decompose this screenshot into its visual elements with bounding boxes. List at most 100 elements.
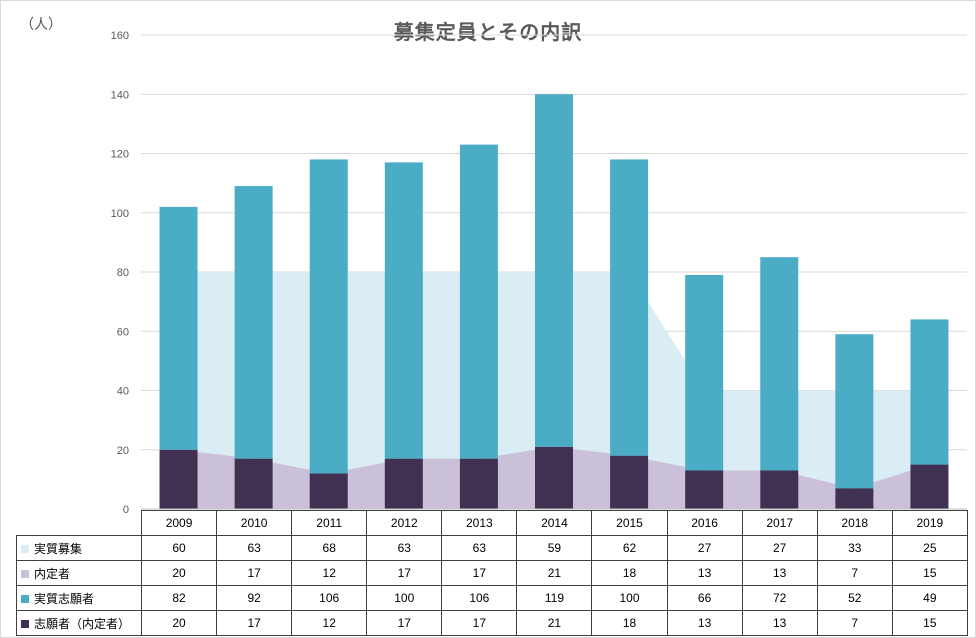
data-label: 20 xyxy=(140,560,218,586)
data-label: 27 xyxy=(666,535,743,561)
legend-label: 内定者 xyxy=(34,566,71,581)
bar-jisshitsu-shiganshya xyxy=(309,159,348,474)
y-tick-label: 160 xyxy=(111,30,129,42)
bar-shiganshya-naiteisha xyxy=(835,488,874,509)
bar-jisshitsu-shiganshya xyxy=(234,186,273,459)
y-tick-label: 60 xyxy=(117,326,129,338)
y-tick-label: 20 xyxy=(117,445,129,457)
y-tick-label: 0 xyxy=(123,504,129,516)
table-row: 志願者（内定者） 20 17 12 17 17 21 18 13 13 7 15 xyxy=(16,610,968,636)
data-label: 27 xyxy=(741,535,818,561)
data-label: 100 xyxy=(591,585,668,611)
x-tick-label: 2012 xyxy=(366,510,443,536)
x-tick-label: 2014 xyxy=(516,510,593,536)
data-label: 49 xyxy=(891,585,968,611)
data-label: 18 xyxy=(591,610,668,636)
data-label: 21 xyxy=(516,560,593,586)
legend-entry: 内定者 xyxy=(16,560,142,586)
legend-label: 志願者（内定者） xyxy=(34,616,131,631)
data-label: 20 xyxy=(140,610,218,636)
data-label: 100 xyxy=(366,585,443,611)
bar-shiganshya-naiteisha xyxy=(610,455,649,509)
data-table: 2009 2010 2011 2012 2013 2014 2015 2016 2017 2018… xyxy=(16,510,968,636)
bar-shiganshya-naiteisha xyxy=(685,470,724,509)
data-label: 17 xyxy=(441,610,518,636)
chart-title: 募集定員とその内訳 xyxy=(393,20,583,44)
bar-jisshitsu-shiganshya xyxy=(159,206,198,450)
data-label: 60 xyxy=(140,535,218,561)
x-tick-label: 2010 xyxy=(216,510,293,536)
legend-key xyxy=(21,594,29,603)
data-label: 13 xyxy=(666,560,743,586)
x-tick-label: 2019 xyxy=(891,510,968,536)
data-label: 82 xyxy=(140,585,218,611)
bar-shiganshya-naiteisha xyxy=(760,470,799,509)
data-label: 17 xyxy=(366,610,443,636)
bar-shiganshya-naiteisha xyxy=(910,464,949,509)
data-label: 13 xyxy=(741,610,818,636)
x-tick-label: 2016 xyxy=(666,510,743,536)
bar-jisshitsu-shiganshya xyxy=(760,257,799,471)
data-label: 68 xyxy=(291,535,368,561)
data-label: 33 xyxy=(816,535,893,561)
bar-shiganshya-naiteisha xyxy=(459,458,498,509)
legend-label: 実質募集 xyxy=(34,541,83,556)
bar-shiganshya-naiteisha xyxy=(234,458,273,509)
data-label: 25 xyxy=(891,535,968,561)
data-label: 13 xyxy=(666,610,743,636)
data-label: 17 xyxy=(216,610,293,636)
legend-key xyxy=(21,569,29,578)
bar-shiganshya-naiteisha xyxy=(535,446,573,509)
bar-shiganshya-naiteisha xyxy=(384,458,423,509)
data-label: 13 xyxy=(741,560,818,586)
legend-key xyxy=(21,619,29,628)
y-axis-unit-label: （人） xyxy=(20,17,62,33)
data-label: 7 xyxy=(816,610,893,636)
data-label: 52 xyxy=(816,585,893,611)
bar-jisshitsu-shiganshya xyxy=(835,334,874,489)
data-label: 7 xyxy=(816,560,893,586)
data-label: 21 xyxy=(516,610,593,636)
legend-key xyxy=(21,544,29,553)
data-label: 63 xyxy=(216,535,293,561)
data-label: 18 xyxy=(591,560,668,586)
data-label: 63 xyxy=(366,535,443,561)
data-label: 106 xyxy=(291,585,368,611)
data-label: 12 xyxy=(291,610,368,636)
y-tick-label: 120 xyxy=(111,149,129,161)
data-label: 92 xyxy=(216,585,293,611)
data-label: 72 xyxy=(741,585,818,611)
bar-jisshitsu-shiganshya xyxy=(685,274,724,471)
x-tick-label: 2018 xyxy=(816,510,893,536)
legend-entry: 実質志願者 xyxy=(16,585,142,611)
x-tick-label: 2013 xyxy=(441,510,518,536)
legend-entry: 実質募集 xyxy=(16,535,142,561)
data-label: 17 xyxy=(441,560,518,586)
data-label: 106 xyxy=(441,585,518,611)
x-tick-label: 2011 xyxy=(291,510,368,536)
bar-jisshitsu-shiganshya xyxy=(610,159,649,456)
y-tick-label: 80 xyxy=(117,267,129,279)
legend-label: 実質志願者 xyxy=(34,591,95,606)
legend-entry: 志願者（内定者） xyxy=(16,610,142,636)
data-label: 62 xyxy=(591,535,668,561)
table-row: 内定者 20 17 12 17 17 21 18 13 13 7 15 xyxy=(16,560,968,586)
bar-jisshitsu-shiganshya xyxy=(459,144,498,459)
data-label: 12 xyxy=(291,560,368,586)
data-label: 63 xyxy=(441,535,518,561)
x-tick-label: 2009 xyxy=(140,510,218,536)
table-row: 実質志願者 82 92 106 100 106 119 100 66 72 52 49 xyxy=(16,585,968,611)
data-label: 59 xyxy=(516,535,593,561)
data-label: 17 xyxy=(366,560,443,586)
y-tick-label: 140 xyxy=(111,89,129,101)
y-tick-label: 40 xyxy=(117,386,129,398)
table-row: 実質募集 60 63 68 63 63 59 62 27 27 33 25 xyxy=(16,535,968,561)
data-label: 15 xyxy=(891,610,968,636)
x-tick-label: 2017 xyxy=(741,510,818,536)
bar-shiganshya-naiteisha xyxy=(159,449,198,509)
y-tick-label: 100 xyxy=(111,208,129,220)
x-tick-label: 2015 xyxy=(591,510,668,536)
data-label: 17 xyxy=(216,560,293,586)
data-label: 119 xyxy=(516,585,593,611)
